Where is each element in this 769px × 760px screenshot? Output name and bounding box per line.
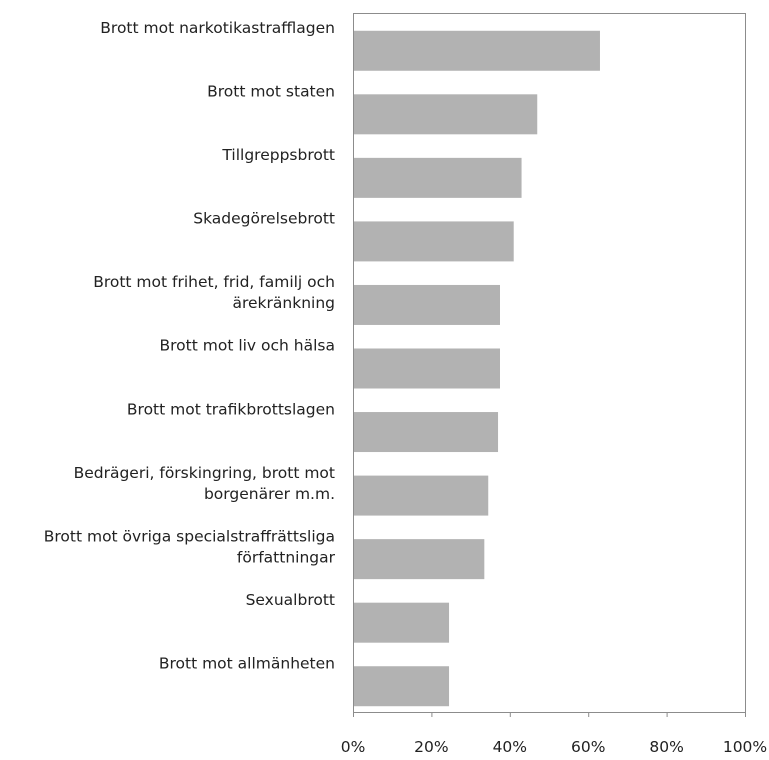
bar-3 [354,157,522,198]
category-labels: Brott mot narkotikastrafflagen Brott mot … [44,19,336,672]
category-label-line: ärekränkning [232,294,335,312]
category-label-line: Brott mot staten [207,83,335,101]
bar-6 [354,348,500,389]
category-label-7: Brott mot trafikbrottslagen [127,400,335,418]
category-label-line: Brott mot allmänheten [159,654,335,672]
category-label-line: författningar [237,548,336,566]
category-label-line: Brott mot trafikbrottslagen [127,400,335,418]
plot-frame [353,13,746,713]
x-tick-label: 40% [493,738,527,756]
category-label-line: Brott mot övriga specialstraffrättsliga [44,527,335,545]
x-tick-label: 20% [414,738,448,756]
category-label-3: Tillgreppsbrott [221,146,335,164]
bars-group [354,30,600,707]
bar-4 [354,221,514,262]
bar-10 [354,602,450,643]
category-label-5: Brott mot frihet, frid, familj och ärekrä… [93,273,335,312]
category-label-line: Skadegörelsebrott [193,210,335,228]
category-label-2: Brott mot staten [207,83,335,101]
bar-1 [354,30,600,71]
category-label-11: Brott mot allmänheten [159,654,335,672]
bar-9 [354,539,485,580]
category-label-line: Sexualbrott [246,591,335,609]
category-label-10: Sexualbrott [246,591,335,609]
category-label-9: Brott mot övriga specialstraffrättsliga f… [44,527,336,566]
category-label-6: Brott mot liv och hälsa [160,337,336,355]
bar-2 [354,94,538,135]
bar-7 [354,412,499,453]
category-label-line: borgenärer m.m. [204,485,335,503]
category-label-4: Skadegörelsebrott [193,210,335,228]
bar-11 [354,666,450,707]
category-label-line: Brott mot liv och hälsa [160,337,336,355]
x-tick-label: 60% [571,738,605,756]
category-label-line: Brott mot narkotikastrafflagen [100,19,335,37]
bar-8 [354,475,489,516]
category-label-8: Bedrägeri, förskingring, brott mot borgen… [74,464,335,503]
x-axis-ticks: 0% 20% 40% 60% 80% 100% [341,712,767,756]
category-label-line: Tillgreppsbrott [221,146,335,164]
category-label-line: Bedrägeri, förskingring, brott mot [74,464,335,482]
x-tick-label: 100% [723,738,767,756]
category-label-1: Brott mot narkotikastrafflagen [100,19,335,37]
x-tick-label: 80% [649,738,683,756]
category-label-line: Brott mot frihet, frid, familj och [93,273,335,291]
bar-5 [354,284,500,325]
x-tick-label: 0% [341,738,366,756]
